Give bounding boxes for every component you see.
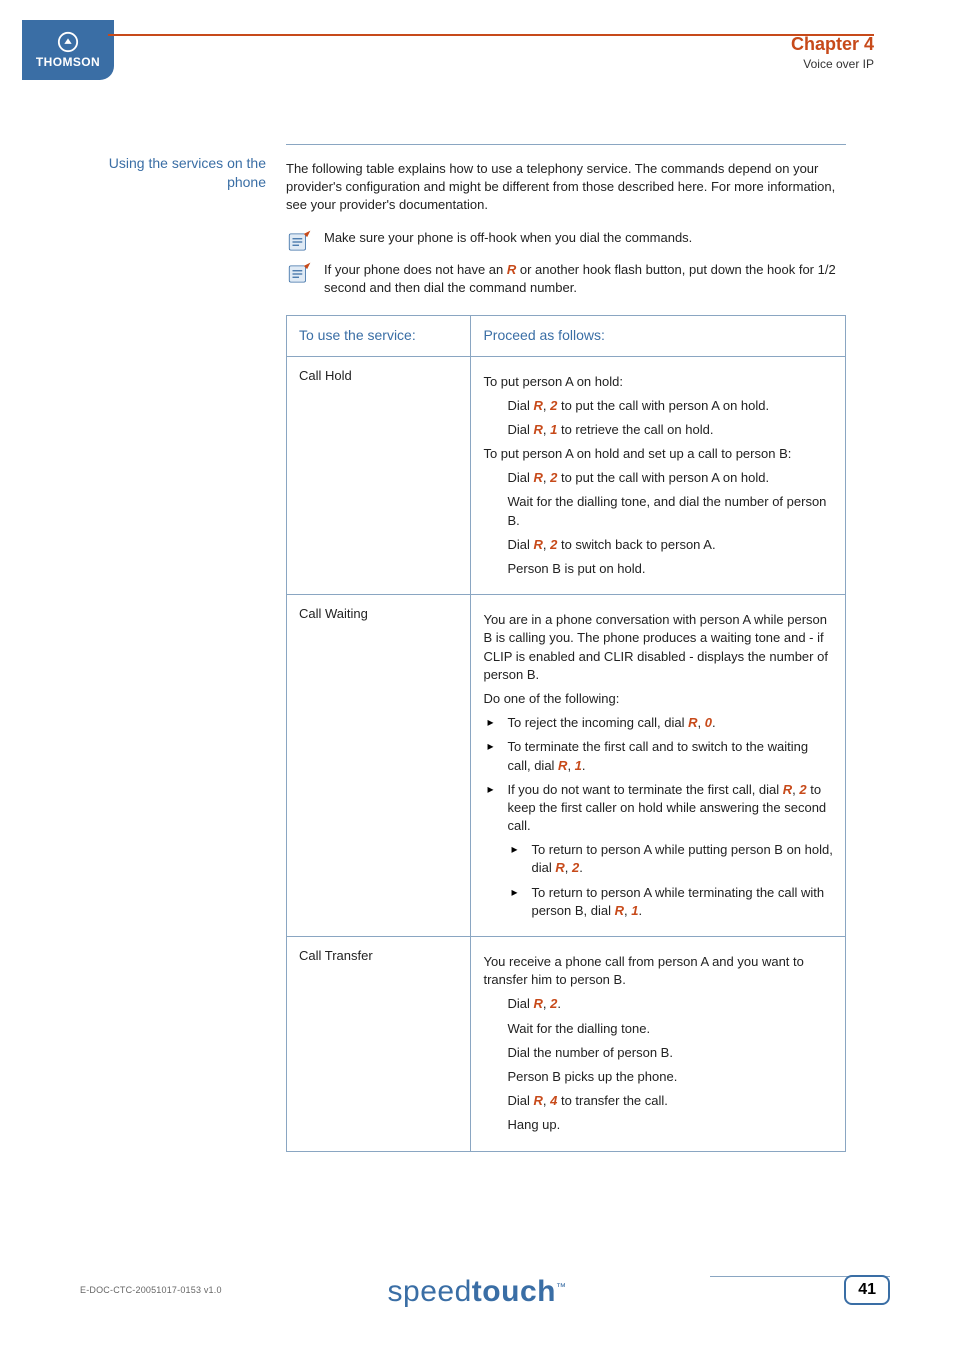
- bullet-subitem: To return to person A while putting pers…: [507, 841, 833, 877]
- step: Wait for the dialling tone, and dial the…: [483, 493, 833, 529]
- page: THOMSON Chapter 4 Voice over IP Using th…: [0, 0, 954, 1351]
- step: Wait for the dialling tone.: [483, 1020, 833, 1038]
- footer: E-DOC-CTC-20051017-0153 v1.0 41: [80, 1275, 890, 1305]
- table-header-proceed: Proceed as follows:: [471, 315, 846, 356]
- note-icon: [286, 229, 312, 255]
- table-header-service: To use the service:: [287, 315, 471, 356]
- note-icon: [286, 261, 312, 287]
- brand-logo: THOMSON: [22, 20, 114, 80]
- bullet-sublist: To return to person A while putting pers…: [507, 841, 833, 920]
- key-r: R: [507, 262, 516, 277]
- section-rule: [286, 144, 846, 145]
- note-row: Make sure your phone is off-hook when yo…: [286, 229, 846, 255]
- chapter-subtitle: Voice over IP: [791, 57, 874, 71]
- section-side-label: Using the services on the phone: [108, 154, 266, 192]
- service-table: To use the service: Proceed as follows: …: [286, 315, 846, 1152]
- step: Dial R, 2.: [483, 995, 833, 1013]
- paragraph: You receive a phone call from person A a…: [483, 953, 833, 989]
- step: Dial R, 2 to put the call with person A …: [483, 469, 833, 487]
- chapter-heading: Chapter 4 Voice over IP: [791, 34, 874, 71]
- bullet-item: To terminate the first call and to switc…: [483, 738, 833, 774]
- note-row: If your phone does not have an R or anot…: [286, 261, 846, 297]
- step: Dial the number of person B.: [483, 1044, 833, 1062]
- brand-logo-text: THOMSON: [36, 55, 100, 69]
- step: Dial R, 4 to transfer the call.: [483, 1092, 833, 1110]
- service-procedure: You receive a phone call from person A a…: [471, 937, 846, 1152]
- lead-text: To put person A on hold:: [483, 373, 833, 391]
- step: Person B is put on hold.: [483, 560, 833, 578]
- service-name: Call Hold: [287, 356, 471, 595]
- bullet-list: To reject the incoming call, dial R, 0. …: [483, 714, 833, 920]
- step: Dial R, 2 to switch back to person A.: [483, 536, 833, 554]
- lead-text: To put person A on hold and set up a cal…: [483, 445, 833, 463]
- service-name: Call Waiting: [287, 595, 471, 937]
- page-number: 41: [844, 1275, 890, 1305]
- service-name: Call Transfer: [287, 937, 471, 1152]
- step: Person B picks up the phone.: [483, 1068, 833, 1086]
- note-text: Make sure your phone is off-hook when yo…: [324, 229, 846, 247]
- note-text: If your phone does not have an R or anot…: [324, 261, 846, 297]
- service-procedure: To put person A on hold: Dial R, 2 to pu…: [471, 356, 846, 595]
- table-row: Call Transfer You receive a phone call f…: [287, 937, 846, 1152]
- header-rule: [108, 34, 874, 36]
- paragraph: You are in a phone conversation with per…: [483, 611, 833, 684]
- content-body: The following table explains how to use …: [286, 154, 846, 1152]
- table-row: Call Waiting You are in a phone conversa…: [287, 595, 846, 937]
- chapter-title: Chapter 4: [791, 34, 874, 55]
- intro-paragraph: The following table explains how to use …: [286, 160, 846, 215]
- service-procedure: You are in a phone conversation with per…: [471, 595, 846, 937]
- bullet-item: If you do not want to terminate the firs…: [483, 781, 833, 920]
- step: Dial R, 1 to retrieve the call on hold.: [483, 421, 833, 439]
- bullet-item: To reject the incoming call, dial R, 0.: [483, 714, 833, 732]
- step: Dial R, 2 to put the call with person A …: [483, 397, 833, 415]
- bullet-subitem: To return to person A while terminating …: [507, 884, 833, 920]
- lead-text: Do one of the following:: [483, 690, 833, 708]
- table-row: Call Hold To put person A on hold: Dial …: [287, 356, 846, 595]
- brand-mark-icon: [57, 31, 79, 53]
- step: Hang up.: [483, 1116, 833, 1134]
- doc-id: E-DOC-CTC-20051017-0153 v1.0: [80, 1285, 222, 1295]
